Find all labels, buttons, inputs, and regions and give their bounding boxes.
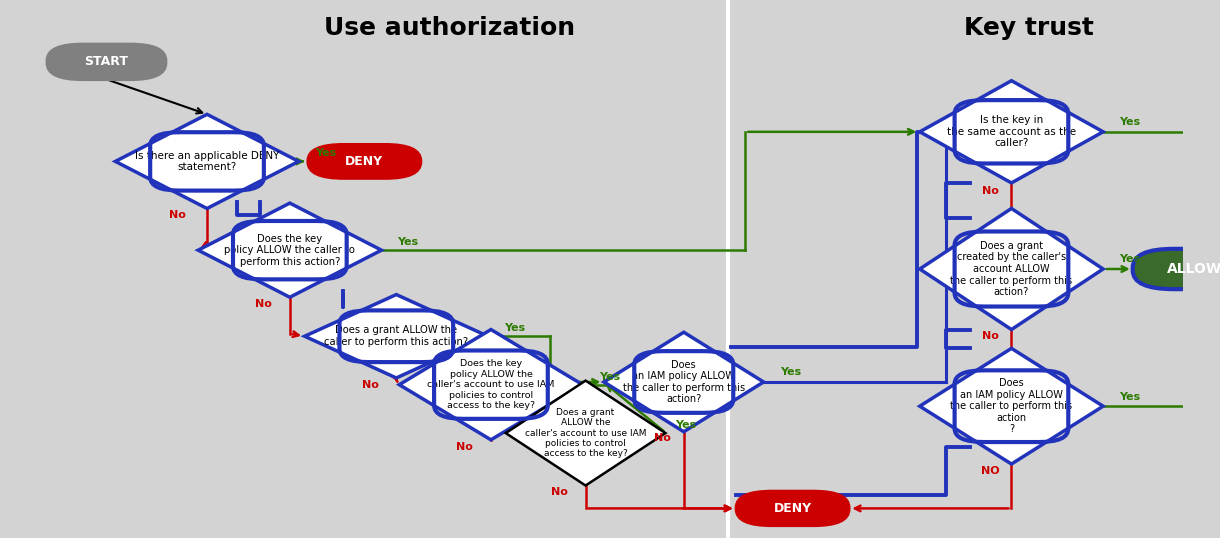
Polygon shape (920, 81, 1103, 183)
Text: Is there an applicable DENY
statement?: Is there an applicable DENY statement? (135, 151, 279, 172)
Polygon shape (604, 332, 764, 431)
Text: Yes: Yes (504, 323, 525, 333)
Polygon shape (920, 208, 1103, 329)
Text: Does the key
policy ALLOW the
caller's account to use IAM
policies to control
ac: Does the key policy ALLOW the caller's a… (427, 359, 555, 410)
Text: Yes: Yes (780, 367, 800, 377)
Polygon shape (506, 381, 665, 485)
FancyBboxPatch shape (309, 145, 421, 178)
Text: Yes: Yes (315, 148, 336, 158)
Text: No: No (654, 434, 671, 443)
Text: Key trust: Key trust (964, 16, 1094, 40)
Text: Yes: Yes (1119, 254, 1141, 264)
Text: Yes: Yes (398, 237, 418, 247)
Text: Does
an IAM policy ALLOW
the caller to perform this
action?: Does an IAM policy ALLOW the caller to p… (622, 359, 745, 405)
Polygon shape (399, 329, 583, 440)
Text: Yes: Yes (599, 372, 620, 381)
Text: DENY: DENY (345, 155, 383, 168)
Text: Yes: Yes (676, 420, 697, 430)
Text: Yes: Yes (1119, 117, 1141, 127)
FancyBboxPatch shape (48, 45, 166, 79)
Text: Yes: Yes (1119, 392, 1141, 401)
Text: No: No (255, 299, 272, 309)
Text: No: No (982, 186, 999, 196)
Text: No: No (456, 442, 473, 451)
Text: Is the key in
the same account as the
caller?: Is the key in the same account as the ca… (947, 115, 1076, 148)
Polygon shape (116, 115, 299, 209)
Text: Does a grant ALLOW the
caller to perform this action?: Does a grant ALLOW the caller to perform… (325, 325, 468, 347)
Text: ALLOW: ALLOW (1168, 262, 1220, 276)
Text: No: No (362, 380, 378, 390)
FancyBboxPatch shape (1132, 249, 1220, 289)
Text: Use authorization: Use authorization (325, 16, 575, 40)
Text: Does the key
policy ALLOW the caller to
perform this action?: Does the key policy ALLOW the caller to … (224, 233, 355, 267)
Text: No: No (170, 210, 185, 220)
Text: No: No (551, 487, 569, 497)
Polygon shape (305, 295, 488, 378)
Text: Does a grant
ALLOW the
caller's account to use IAM
policies to control
access to: Does a grant ALLOW the caller's account … (525, 408, 647, 458)
Polygon shape (198, 203, 382, 297)
Text: No: No (982, 331, 999, 341)
Text: DENY: DENY (773, 502, 811, 515)
Text: Does a grant
created by the caller's
account ALLOW
the caller to perform this
ac: Does a grant created by the caller's acc… (950, 241, 1072, 297)
Text: START: START (84, 55, 128, 68)
Text: Does
an IAM policy ALLOW
the caller to perform this
action
?: Does an IAM policy ALLOW the caller to p… (950, 378, 1072, 434)
FancyBboxPatch shape (737, 492, 849, 525)
Polygon shape (920, 349, 1103, 464)
Text: NO: NO (981, 466, 999, 476)
